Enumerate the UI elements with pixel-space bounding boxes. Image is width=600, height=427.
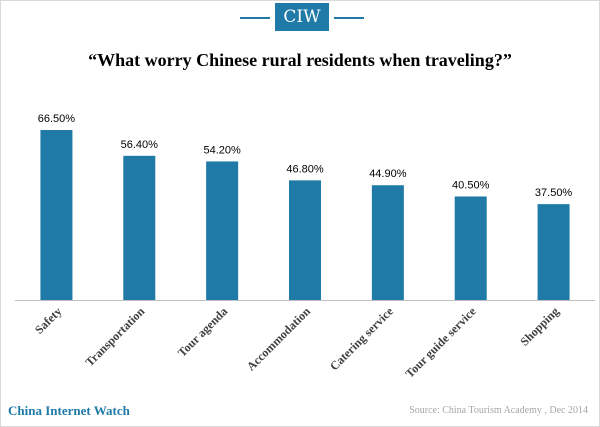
category-label: Transportation <box>82 304 147 369</box>
category-label: Tour agenda <box>175 304 230 359</box>
bar-tour-guide-service <box>454 196 487 300</box>
footer-source: Source: China Tourism Academy , Dec 2014 <box>409 405 588 416</box>
data-label: 56.40% <box>121 139 159 151</box>
data-label: 44.90% <box>369 168 407 180</box>
category-labels-group: Safety Transportation Tour agenda Accommoda… <box>32 304 562 381</box>
data-label: 54.20% <box>203 144 241 156</box>
data-label: 46.80% <box>286 163 324 175</box>
bar-safety <box>40 130 73 300</box>
data-label: 40.50% <box>452 179 490 191</box>
category-label: Accommodation <box>244 304 314 374</box>
data-label: 37.50% <box>535 187 573 199</box>
bars-group <box>40 130 570 300</box>
footer-brand: China Internet Watch <box>8 403 130 418</box>
logo-rule-left <box>240 17 270 19</box>
data-label: 66.50% <box>38 113 76 125</box>
category-label: Safety <box>32 304 65 337</box>
category-label: Catering service <box>327 304 397 374</box>
category-label: Shopping <box>517 304 561 348</box>
ciw-logo: CIW <box>275 3 329 31</box>
chart-title: “What worry Chinese rural residents when… <box>88 50 512 70</box>
category-label: Tour guide service <box>402 304 479 381</box>
logo-rule-right <box>334 17 364 19</box>
bar-transportation <box>123 155 156 300</box>
bar-shopping <box>537 204 570 300</box>
bar-accommodation <box>289 180 321 300</box>
bar-catering-service <box>371 185 404 300</box>
bar-tour-agenda <box>206 161 239 300</box>
data-labels-group: 66.50% 56.40% 54.20% 46.80% 44.90% 40.50% 37.5… <box>38 113 573 199</box>
